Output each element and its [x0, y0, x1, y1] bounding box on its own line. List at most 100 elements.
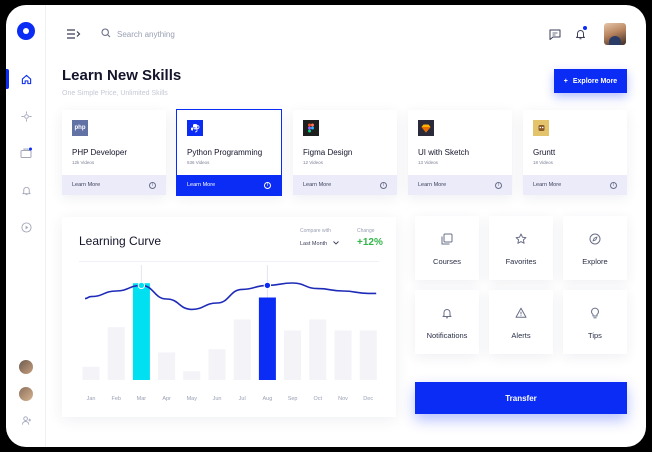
- course-footer[interactable]: Learn More i: [408, 175, 512, 195]
- tile-explore[interactable]: Explore: [563, 216, 627, 280]
- transfer-button[interactable]: Transfer: [415, 382, 627, 414]
- bar-apr[interactable]: [158, 352, 176, 381]
- info-icon[interactable]: i: [264, 181, 271, 189]
- course-card-gruntt[interactable]: Gruntt 18 Videos Learn More i: [523, 110, 627, 195]
- home-icon[interactable]: [16, 69, 36, 89]
- course-footer[interactable]: Learn More i: [293, 175, 397, 195]
- figma-icon: [303, 120, 319, 136]
- sidebar: [6, 5, 46, 447]
- course-count: 12k Videos: [72, 160, 95, 165]
- bell-icon[interactable]: [571, 25, 589, 43]
- course-title: PHP Developer: [72, 148, 127, 157]
- bar-sep[interactable]: [284, 330, 302, 381]
- chat-icon[interactable]: [546, 25, 564, 43]
- curve-marker-mar[interactable]: [137, 281, 146, 290]
- x-tick-label: Feb: [111, 396, 120, 402]
- x-tick-label: Jul: [239, 396, 246, 402]
- alert-icon: [515, 307, 527, 319]
- user-avatar[interactable]: [604, 23, 626, 45]
- bar-oct[interactable]: [309, 319, 327, 381]
- bar-jul[interactable]: [233, 319, 251, 381]
- bar-feb[interactable]: [107, 327, 125, 380]
- compass-icon: [589, 233, 601, 245]
- bar-may[interactable]: [183, 371, 201, 380]
- tile-label: Courses: [433, 257, 461, 266]
- x-tick-label: Aug: [263, 396, 273, 402]
- learn-more-link[interactable]: Learn More: [187, 182, 216, 188]
- x-tick-label: Mar: [137, 396, 147, 402]
- course-title: Figma Design: [303, 148, 353, 157]
- course-card-sketch[interactable]: UI with Sketch 13 Videos Learn More i: [408, 110, 512, 195]
- tile-label: Tips: [588, 331, 602, 340]
- info-icon[interactable]: i: [495, 181, 502, 189]
- search-bar[interactable]: [101, 25, 241, 43]
- info-icon[interactable]: i: [149, 181, 156, 189]
- x-tick-label: Dec: [363, 396, 373, 402]
- curve-marker-aug[interactable]: [263, 281, 272, 290]
- bar-dec[interactable]: [359, 330, 377, 381]
- add-user-icon[interactable]: [16, 410, 36, 430]
- bell-icon[interactable]: [16, 180, 36, 200]
- x-tick-label: May: [187, 396, 198, 402]
- logo-icon[interactable]: [17, 22, 35, 40]
- course-footer[interactable]: Learn More i: [177, 175, 281, 195]
- x-tick-label: Nov: [338, 396, 348, 402]
- compare-dropdown[interactable]: Last Month: [300, 241, 340, 247]
- compare-label: Compare with: [300, 228, 331, 234]
- course-card-python[interactable]: Python Programming 536 Videos Learn More…: [176, 109, 282, 196]
- notification-dot: [583, 26, 587, 30]
- plus-icon: +: [563, 77, 568, 85]
- tile-label: Notifications: [426, 331, 468, 340]
- active-indicator: [6, 69, 9, 89]
- course-card-php[interactable]: php PHP Developer 12k Videos Learn More …: [62, 110, 166, 195]
- page-title: Learn New Skills: [62, 67, 182, 84]
- info-icon[interactable]: i: [380, 181, 387, 189]
- course-title: UI with Sketch: [418, 148, 470, 157]
- sketch-icon: [418, 120, 434, 136]
- compare-value: Last Month: [300, 241, 328, 247]
- menu-toggle-icon[interactable]: [66, 27, 82, 41]
- chevron-down-icon: [333, 241, 340, 247]
- python-icon: [187, 120, 203, 136]
- learning-curve-line: [84, 282, 377, 311]
- php-icon: php: [72, 120, 88, 136]
- star-icon: [515, 233, 527, 245]
- learn-more-link[interactable]: Learn More: [418, 182, 447, 188]
- bar-aug[interactable]: [258, 297, 276, 381]
- learn-more-link[interactable]: Learn More: [72, 182, 101, 188]
- tile-label: Alerts: [511, 331, 531, 340]
- course-title: Python Programming: [187, 148, 263, 157]
- learn-more-link[interactable]: Learn More: [533, 182, 562, 188]
- bar-jun[interactable]: [208, 349, 226, 380]
- avatar[interactable]: [19, 387, 33, 401]
- app-window: Learn New Skills One Simple Price, Unlim…: [6, 5, 646, 447]
- explore-more-button[interactable]: + Explore More: [554, 69, 627, 93]
- course-footer[interactable]: Learn More i: [62, 175, 166, 195]
- copy-icon: [441, 233, 453, 245]
- curve-title: Learning Curve: [79, 234, 162, 248]
- tile-favorites[interactable]: Favorites: [489, 216, 553, 280]
- bar-jan[interactable]: [82, 366, 100, 380]
- play-icon[interactable]: [16, 217, 36, 237]
- tile-courses[interactable]: Courses: [415, 216, 479, 280]
- avatar[interactable]: [19, 360, 33, 374]
- info-icon[interactable]: i: [610, 181, 617, 189]
- course-card-figma[interactable]: Figma Design 12 Videos Learn More i: [293, 110, 397, 195]
- search-input[interactable]: [117, 29, 227, 39]
- bar-mar[interactable]: [132, 283, 150, 380]
- search-icon: [101, 25, 111, 43]
- tile-tips[interactable]: Tips: [563, 290, 627, 354]
- tile-alerts[interactable]: Alerts: [489, 290, 553, 354]
- tile-notifications[interactable]: Notifications: [415, 290, 479, 354]
- compass-icon[interactable]: [16, 106, 36, 126]
- explore-more-label: Explore More: [572, 77, 618, 85]
- x-tick-label: Apr: [162, 396, 171, 402]
- bar-nov[interactable]: [334, 330, 352, 381]
- bulb-icon: [589, 307, 601, 319]
- course-footer[interactable]: Learn More i: [523, 175, 627, 195]
- briefcase-icon[interactable]: [16, 143, 36, 163]
- tile-label: Favorites: [505, 257, 537, 266]
- bell-icon: [441, 307, 453, 319]
- learn-more-link[interactable]: Learn More: [303, 182, 332, 188]
- x-tick-label: Jun: [213, 396, 222, 402]
